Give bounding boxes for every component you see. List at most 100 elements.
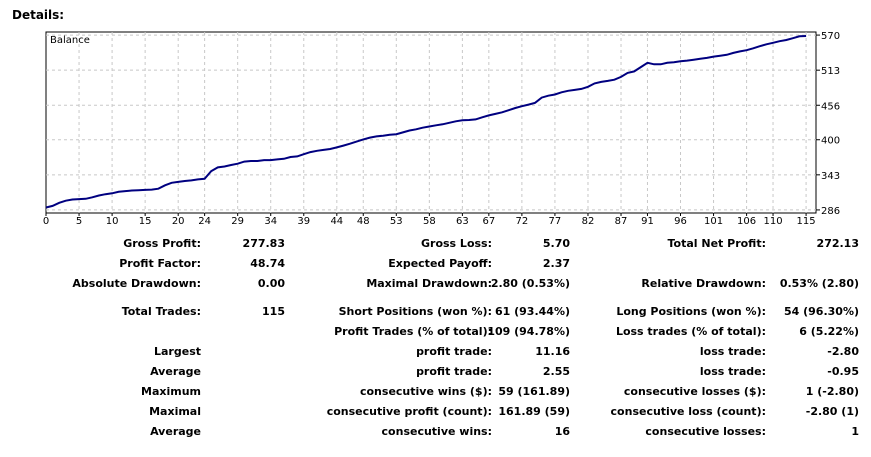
axis-ticks: 0 5 10 15 20 24 29 34 39 44 48 53 58 63 67 72 77 82 87 91 96… bbox=[43, 31, 840, 227]
maximum-loss-label: consecutive losses ($): bbox=[623, 385, 766, 398]
series-group bbox=[45, 35, 807, 209]
chart-title: Balance bbox=[50, 35, 90, 46]
x-tick-label: 67 bbox=[482, 216, 495, 227]
maximal-drawdown-value: 2.80 (0.53%) bbox=[490, 277, 570, 290]
average-consecutive-loss-value: 1 bbox=[851, 425, 859, 438]
x-tick-label: 24 bbox=[198, 216, 211, 227]
maximal-drawdown-label: Maximal Drawdown: bbox=[366, 277, 492, 290]
maximal-profit-value: 161.89 (59) bbox=[498, 405, 570, 418]
x-tick-label: 77 bbox=[549, 216, 562, 227]
x-tick-label: 82 bbox=[582, 216, 595, 227]
x-tick-label: 115 bbox=[797, 216, 816, 227]
x-tick-label: 96 bbox=[674, 216, 687, 227]
x-tick-label: 72 bbox=[516, 216, 529, 227]
profit-factor-label: Profit Factor: bbox=[119, 257, 201, 270]
x-tick-label: 0 bbox=[43, 216, 49, 227]
relative-drawdown-label: Relative Drawdown: bbox=[641, 277, 766, 290]
loss-trades-label: Loss trades (% of total): bbox=[615, 325, 766, 338]
x-tick-label: 110 bbox=[763, 216, 782, 227]
total-net-profit-label: Total Net Profit: bbox=[667, 237, 767, 250]
y-tick-label: 513 bbox=[821, 66, 840, 77]
expected-payoff-label: Expected Payoff: bbox=[388, 257, 492, 270]
y-tick-label: 400 bbox=[821, 136, 840, 147]
gross-loss-label: Gross Loss: bbox=[421, 237, 492, 250]
x-tick-label: 58 bbox=[423, 216, 436, 227]
average-loss-label: loss trade: bbox=[699, 365, 766, 378]
x-tick-label: 101 bbox=[704, 216, 723, 227]
stats-row-maximal: Maximal consecutive profit (count): 161.… bbox=[0, 401, 871, 421]
short-positions-value: 61 (93.44%) bbox=[494, 305, 570, 318]
average-consecutive-label: Average bbox=[150, 425, 201, 438]
average-consecutive-loss-label: consecutive losses: bbox=[645, 425, 766, 438]
x-tick-label: 15 bbox=[139, 216, 152, 227]
maximal-label: Maximal bbox=[149, 405, 201, 418]
details-heading: Details: bbox=[12, 8, 65, 22]
average-consecutive-profit-label: consecutive wins: bbox=[381, 425, 492, 438]
x-tick-label: 5 bbox=[76, 216, 82, 227]
stats-row-factor: Profit Factor: 48.74 Expected Payoff: 2.… bbox=[0, 253, 871, 273]
x-tick-label: 34 bbox=[264, 216, 277, 227]
x-tick-label: 91 bbox=[641, 216, 654, 227]
maximum-profit-value: 59 (161.89) bbox=[498, 385, 570, 398]
stats-row-average: Average profit trade: 2.55 loss trade: -… bbox=[0, 361, 871, 381]
balance-line bbox=[45, 35, 807, 209]
expected-payoff-value: 2.37 bbox=[542, 257, 570, 270]
average-loss-value: -0.95 bbox=[827, 365, 859, 378]
stats-row-maximum: Maximum consecutive wins ($): 59 (161.89… bbox=[0, 381, 871, 401]
maximal-loss-label: consecutive loss (count): bbox=[610, 405, 766, 418]
gross-loss-value: 5.70 bbox=[542, 237, 570, 250]
maximum-loss-value: 1 (-2.80) bbox=[805, 385, 859, 398]
balance-chart: Balance 0 5 10 15 20 24 29 34 39 44 48 53 58 63 67 72 77… bbox=[43, 31, 840, 227]
y-tick-label: 286 bbox=[821, 206, 840, 217]
gross-profit-value: 277.83 bbox=[242, 237, 285, 250]
x-tick-label: 10 bbox=[106, 216, 119, 227]
x-tick-label: 44 bbox=[330, 216, 343, 227]
x-tick-label: 39 bbox=[297, 216, 310, 227]
largest-loss-label: loss trade: bbox=[699, 345, 766, 358]
stats-table: Gross Profit: 277.83 Gross Loss: 5.70 To… bbox=[0, 233, 871, 441]
x-tick-label: 29 bbox=[231, 216, 244, 227]
stats-row-gross: Gross Profit: 277.83 Gross Loss: 5.70 To… bbox=[0, 233, 871, 253]
x-tick-label: 53 bbox=[390, 216, 403, 227]
y-tick-label: 570 bbox=[821, 31, 840, 42]
absolute-drawdown-label: Absolute Drawdown: bbox=[72, 277, 201, 290]
long-positions-label: Long Positions (won %): bbox=[616, 305, 766, 318]
profit-factor-value: 48.74 bbox=[250, 257, 285, 270]
profit-trades-label: Profit Trades (% of total): bbox=[334, 325, 492, 338]
maximal-loss-value: -2.80 (1) bbox=[805, 405, 859, 418]
relative-drawdown-value: 0.53% (2.80) bbox=[779, 277, 859, 290]
maximal-profit-label: consecutive profit (count): bbox=[326, 405, 492, 418]
stats-row-average-consecutive: Average consecutive wins: 16 consecutive… bbox=[0, 421, 871, 441]
absolute-drawdown-value: 0.00 bbox=[257, 277, 285, 290]
y-tick-label: 343 bbox=[821, 171, 840, 182]
total-trades-label: Total Trades: bbox=[121, 305, 201, 318]
average-consecutive-profit-value: 16 bbox=[554, 425, 570, 438]
x-tick-label: 87 bbox=[615, 216, 628, 227]
x-tick-label: 20 bbox=[172, 216, 185, 227]
stats-row-drawdown: Absolute Drawdown: 0.00 Maximal Drawdown… bbox=[0, 273, 871, 293]
total-net-profit-value: 272.13 bbox=[816, 237, 859, 250]
x-tick-label: 106 bbox=[737, 216, 756, 227]
grid-lines bbox=[46, 32, 816, 213]
y-tick-label: 456 bbox=[821, 101, 840, 112]
maximum-label: Maximum bbox=[141, 385, 201, 398]
average-label: Average bbox=[150, 365, 201, 378]
stats-row-trades: Total Trades: 115 Short Positions (won %… bbox=[0, 301, 871, 321]
largest-profit-value: 11.16 bbox=[535, 345, 570, 358]
profit-trades-value: 109 (94.78%) bbox=[487, 325, 570, 338]
x-tick-label: 48 bbox=[357, 216, 370, 227]
largest-loss-value: -2.80 bbox=[827, 345, 859, 358]
average-profit-label: profit trade: bbox=[416, 365, 492, 378]
average-profit-value: 2.55 bbox=[542, 365, 570, 378]
loss-trades-value: 6 (5.22%) bbox=[799, 325, 859, 338]
gross-profit-label: Gross Profit: bbox=[123, 237, 201, 250]
total-trades-value: 115 bbox=[262, 305, 285, 318]
largest-label: Largest bbox=[154, 345, 201, 358]
largest-profit-label: profit trade: bbox=[416, 345, 492, 358]
stats-row-profit-trades: Profit Trades (% of total): 109 (94.78%)… bbox=[0, 321, 871, 341]
short-positions-label: Short Positions (won %): bbox=[338, 305, 492, 318]
x-tick-label: 63 bbox=[456, 216, 469, 227]
maximum-profit-label: consecutive wins ($): bbox=[359, 385, 492, 398]
long-positions-value: 54 (96.30%) bbox=[783, 305, 859, 318]
stats-row-largest: Largest profit trade: 11.16 loss trade: … bbox=[0, 341, 871, 361]
